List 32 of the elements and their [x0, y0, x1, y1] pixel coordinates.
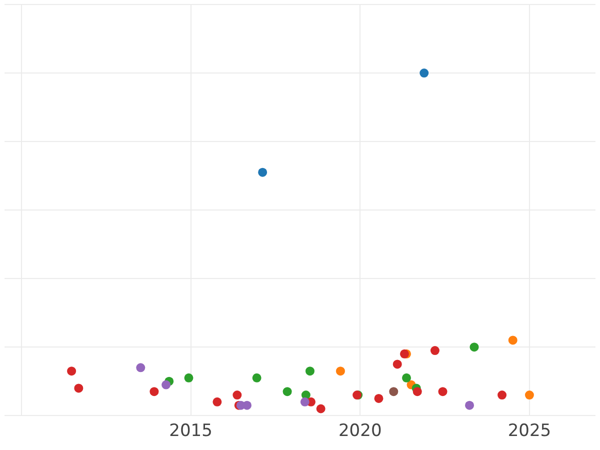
point	[374, 394, 384, 403]
x-tick-label: 2020	[338, 421, 382, 442]
point	[136, 363, 146, 372]
point	[438, 387, 448, 396]
point	[336, 366, 345, 376]
point	[67, 366, 76, 376]
point	[300, 397, 310, 406]
point	[420, 68, 429, 78]
point	[232, 390, 242, 400]
point	[316, 404, 326, 414]
point	[392, 360, 402, 369]
point	[282, 387, 292, 396]
point	[150, 387, 159, 396]
point	[162, 380, 171, 390]
point	[184, 373, 194, 382]
point	[508, 336, 518, 345]
point	[258, 168, 268, 177]
x-tick-label: 2015	[169, 421, 212, 442]
point	[412, 387, 422, 396]
point	[430, 346, 440, 356]
point	[305, 366, 314, 376]
point	[252, 373, 262, 382]
point	[212, 397, 222, 406]
point	[400, 349, 409, 358]
point	[402, 373, 412, 382]
point	[465, 400, 474, 410]
point	[524, 390, 534, 400]
point	[470, 342, 479, 352]
x-tick-label: 2025	[508, 421, 552, 442]
point	[74, 384, 84, 393]
point	[498, 390, 507, 400]
point	[389, 387, 398, 396]
